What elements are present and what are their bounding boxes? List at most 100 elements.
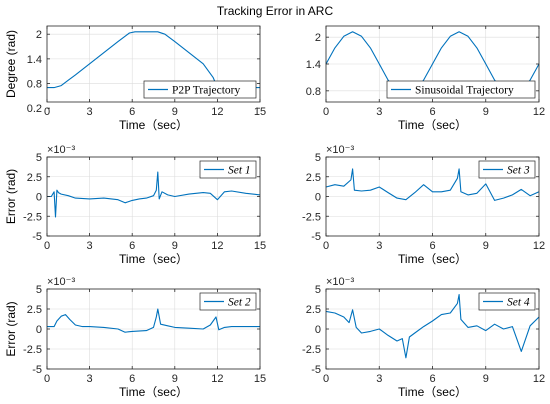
x-tick-label: 9 bbox=[172, 106, 178, 118]
x-tick-label: 0 bbox=[323, 373, 329, 385]
x-tick-label: 6 bbox=[129, 240, 135, 252]
x-tick-label: 15 bbox=[254, 373, 266, 385]
y-tick-label: -2.5 bbox=[23, 211, 42, 223]
y-tick-label: 0 bbox=[315, 192, 321, 204]
x-tick-label: 9 bbox=[483, 373, 489, 385]
y-tick-label: 5 bbox=[36, 152, 42, 164]
x-tick-label: 9 bbox=[483, 240, 489, 252]
y-tick-label: 0 bbox=[36, 324, 42, 336]
x-axis-label: Time（sec） bbox=[398, 118, 467, 132]
y-tick-label: 2.5 bbox=[27, 172, 42, 184]
x-axis-label: Time（sec） bbox=[398, 252, 467, 266]
x-tick-label: 6 bbox=[429, 373, 435, 385]
x-tick-label: 15 bbox=[254, 106, 266, 118]
y-axis-multiplier: ×10⁻³ bbox=[326, 144, 354, 156]
figure-title: Tracking Error in ARC bbox=[217, 4, 334, 18]
y-tick-label: -5 bbox=[311, 231, 321, 243]
legend-label: Sinusoidal Trajectory bbox=[415, 85, 514, 97]
legend: P2P Trajectory bbox=[143, 80, 257, 99]
x-tick-label: 12 bbox=[533, 106, 545, 118]
legend-box bbox=[199, 292, 257, 311]
x-tick-label: 12 bbox=[211, 240, 223, 252]
y-tick-label: 2 bbox=[315, 32, 321, 44]
x-axis-label: Time（sec） bbox=[119, 252, 188, 266]
y-tick-label: 0.2 bbox=[27, 103, 42, 115]
legend-label: P2P Trajectory bbox=[172, 85, 241, 97]
x-tick-label: 3 bbox=[376, 240, 382, 252]
legend-box bbox=[478, 160, 536, 179]
x-tick-label: 3 bbox=[87, 106, 93, 118]
legend-label: Set 4 bbox=[507, 297, 530, 309]
x-tick-label: 3 bbox=[87, 373, 93, 385]
x-axis-label: Time（sec） bbox=[398, 385, 467, 399]
legend-label: Set 1 bbox=[228, 165, 251, 177]
y-axis-multiplier: ×10⁻³ bbox=[47, 276, 75, 288]
chart-set4: 0 3 6 9 12 -5 -2.5 0 2.5 5 Time（sec） ×10⁻³ Set 4 bbox=[302, 276, 545, 399]
x-tick-label: 3 bbox=[376, 373, 382, 385]
x-tick-label: 0 bbox=[323, 106, 329, 118]
y-tick-label: 2 bbox=[36, 29, 42, 41]
chart-panels: 0 3 6 9 12 15 0.2 0.8 1.4 2 Time（sec） Degree (rad) P… bbox=[4, 25, 545, 399]
legend: Set 2 bbox=[199, 292, 257, 311]
chart-p2p: 0 3 6 9 12 15 0.2 0.8 1.4 2 Time（sec） Degree (rad) P… bbox=[4, 25, 266, 132]
legend-box bbox=[143, 80, 257, 99]
series-line-set2 bbox=[47, 308, 260, 333]
x-tick-label: 0 bbox=[44, 240, 50, 252]
x-tick-label: 3 bbox=[376, 106, 382, 118]
x-tick-label: 0 bbox=[44, 106, 50, 118]
y-tick-label: -2.5 bbox=[23, 344, 42, 356]
y-tick-label: -5 bbox=[32, 364, 42, 376]
y-tick-label: 1.4 bbox=[27, 54, 42, 66]
y-tick-label: 2.5 bbox=[306, 304, 321, 316]
y-tick-label: -2.5 bbox=[302, 211, 321, 223]
legend-label: Set 3 bbox=[507, 165, 530, 177]
x-tick-label: 6 bbox=[429, 240, 435, 252]
series-line-p2p bbox=[47, 31, 260, 89]
y-tick-label: -5 bbox=[311, 364, 321, 376]
y-tick-label: 0.8 bbox=[27, 79, 42, 91]
legend: Sinusoidal Trajectory bbox=[386, 80, 536, 99]
y-axis-label: Degree (rad) bbox=[4, 30, 18, 98]
x-tick-label: 9 bbox=[483, 106, 489, 118]
chart-set1: 0 3 6 9 12 15 -5 -2.5 0 2.5 5 Time（sec） Error (rad) ×… bbox=[4, 144, 266, 266]
y-tick-label: -2.5 bbox=[302, 344, 321, 356]
x-axis-label: Time（sec） bbox=[119, 385, 188, 399]
legend-label: Set 2 bbox=[228, 297, 251, 309]
x-tick-label: 0 bbox=[44, 373, 50, 385]
x-tick-label: 6 bbox=[129, 373, 135, 385]
x-tick-label: 0 bbox=[323, 240, 329, 252]
y-tick-label: 5 bbox=[36, 284, 42, 296]
y-tick-label: -5 bbox=[32, 231, 42, 243]
x-tick-label: 12 bbox=[211, 106, 223, 118]
x-tick-label: 9 bbox=[172, 373, 178, 385]
chart-set2: 0 3 6 9 12 15 -5 -2.5 0 2.5 5 Time（sec） Error (rad) ×… bbox=[4, 276, 266, 399]
y-tick-label: 2.5 bbox=[27, 304, 42, 316]
x-tick-label: 9 bbox=[172, 240, 178, 252]
x-tick-label: 6 bbox=[429, 106, 435, 118]
legend-box bbox=[478, 292, 536, 311]
x-tick-label: 12 bbox=[533, 240, 545, 252]
y-tick-label: 5 bbox=[315, 152, 321, 164]
x-tick-label: 12 bbox=[533, 373, 545, 385]
legend-box bbox=[386, 80, 536, 99]
x-tick-label: 3 bbox=[87, 240, 93, 252]
legend: Set 1 bbox=[199, 160, 257, 179]
chart-sin: 0 3 6 9 12 0.8 1.4 2 Time（sec） Sinusoidal Traject… bbox=[306, 25, 545, 132]
x-axis-label: Time（sec） bbox=[119, 118, 188, 132]
series-line-set4 bbox=[325, 294, 540, 359]
y-tick-label: 1.4 bbox=[306, 59, 321, 71]
x-tick-label: 12 bbox=[211, 373, 223, 385]
y-axis-label: Error (rad) bbox=[4, 169, 18, 224]
y-tick-label: 0 bbox=[36, 192, 42, 204]
y-tick-label: 0 bbox=[315, 324, 321, 336]
series-line-set3 bbox=[325, 168, 540, 201]
y-axis-multiplier: ×10⁻³ bbox=[326, 276, 354, 288]
y-axis-label: Error (rad) bbox=[4, 301, 18, 356]
y-tick-label: 5 bbox=[315, 284, 321, 296]
x-tick-label: 15 bbox=[254, 240, 266, 252]
legend: Set 4 bbox=[478, 292, 536, 311]
y-tick-label: 2.5 bbox=[306, 172, 321, 184]
series-line-set1 bbox=[47, 171, 261, 218]
legend-box bbox=[199, 160, 257, 179]
